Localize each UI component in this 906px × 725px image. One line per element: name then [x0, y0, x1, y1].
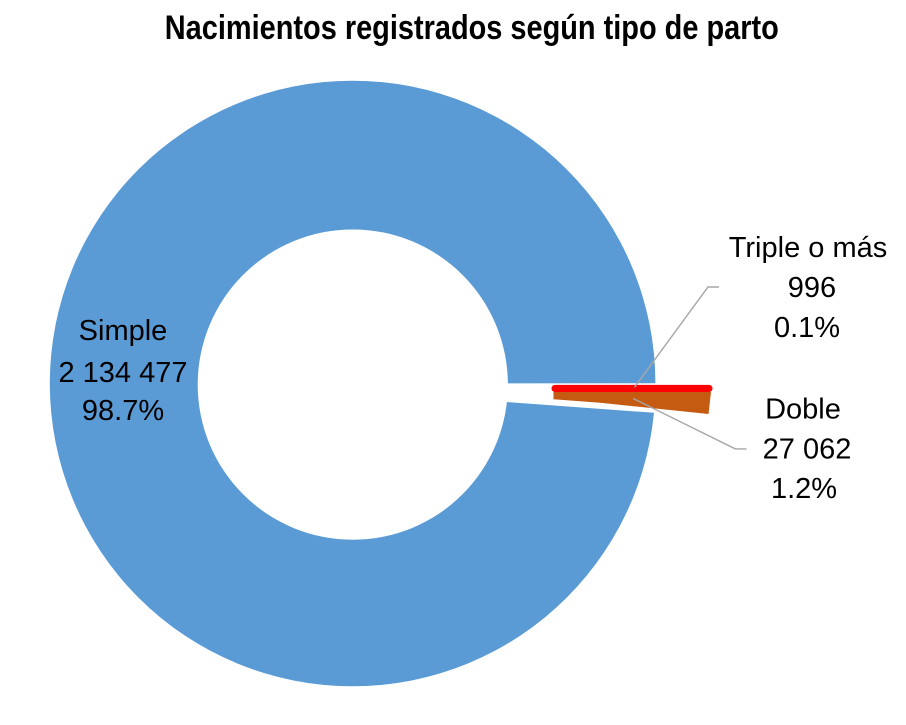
svg-text:Triple o más: Triple o más — [729, 232, 887, 264]
svg-text:0.1%: 0.1% — [774, 312, 840, 344]
svg-text:98.7%: 98.7% — [82, 395, 164, 427]
svg-text:Doble: Doble — [765, 394, 841, 426]
svg-text:996: 996 — [788, 272, 836, 304]
svg-text:2 134 477: 2 134 477 — [58, 357, 187, 389]
svg-text:Nacimientos registrados según: Nacimientos registrados según tipo de pa… — [165, 9, 779, 47]
svg-text:27 062: 27 062 — [763, 434, 852, 466]
svg-text:1.2%: 1.2% — [771, 473, 837, 505]
svg-text:Simple: Simple — [79, 315, 168, 347]
